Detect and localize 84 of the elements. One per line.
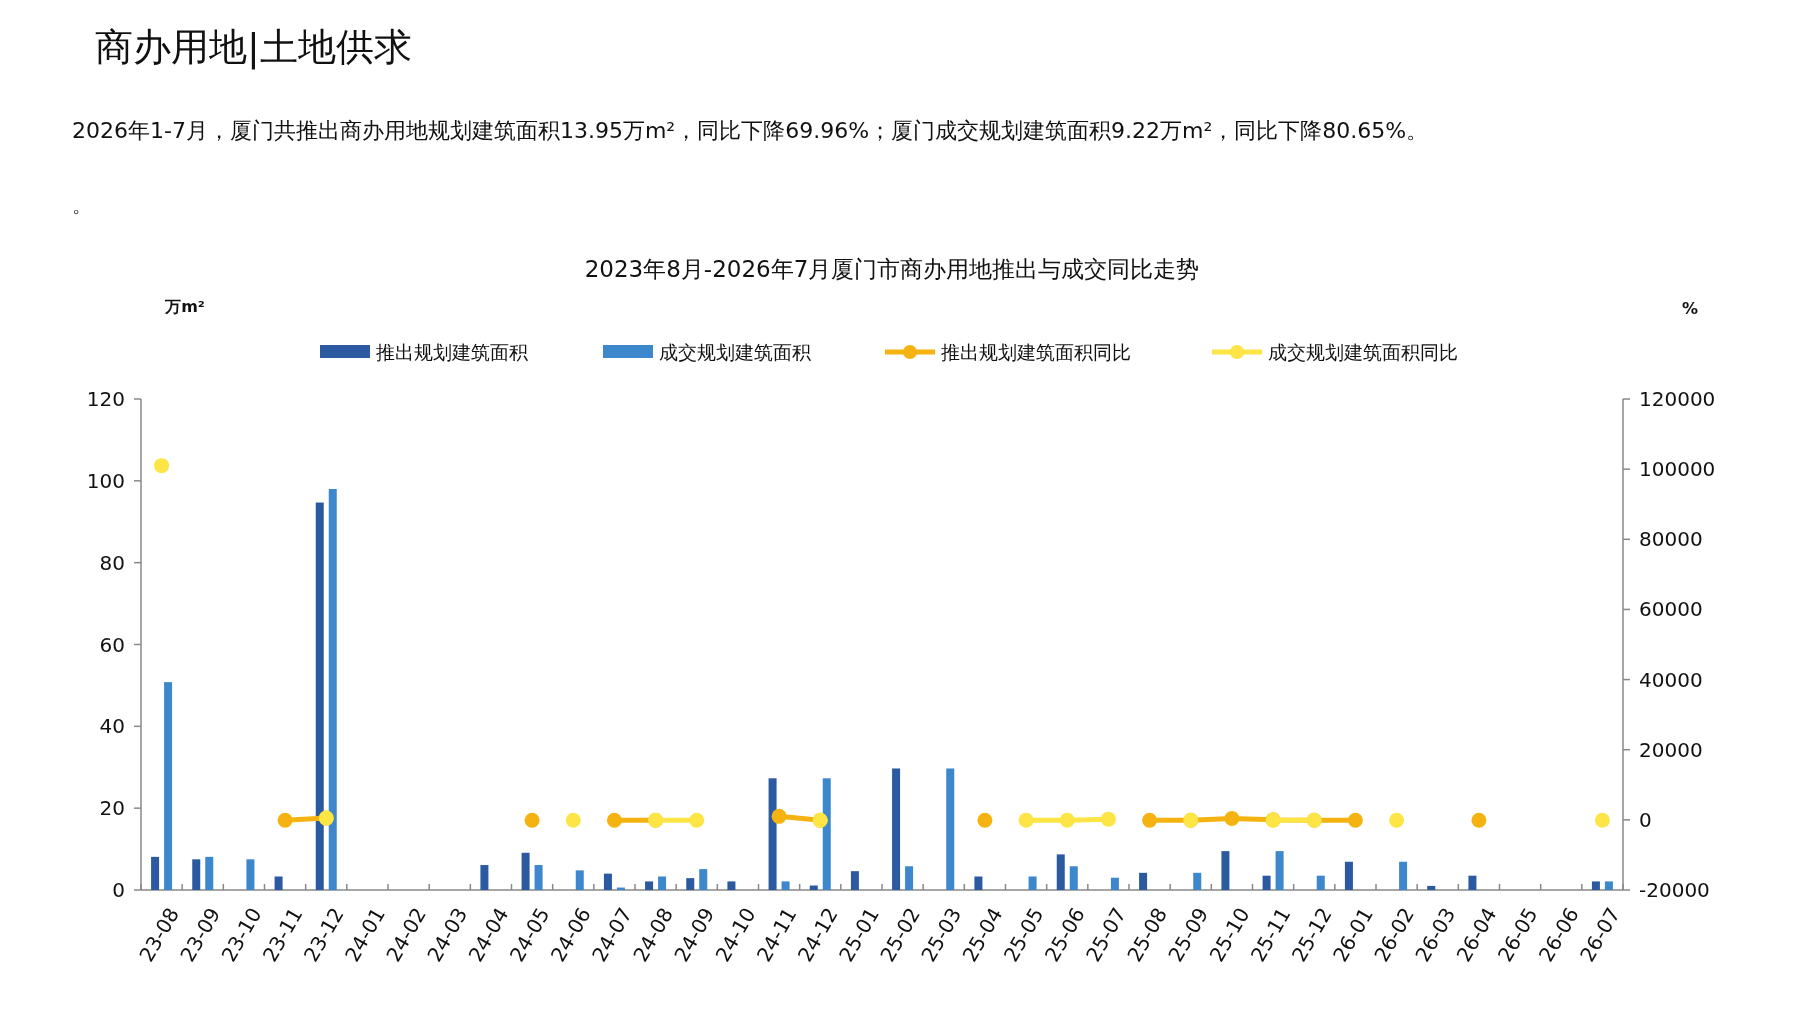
y-tick-label: 0 — [112, 878, 125, 902]
bar — [809, 885, 818, 890]
point — [1471, 812, 1487, 828]
bar — [1221, 851, 1230, 890]
bar — [658, 876, 667, 890]
point — [1347, 812, 1363, 828]
point — [524, 812, 540, 828]
legend-label: 推出规划建筑面积同比 — [941, 341, 1131, 363]
bar — [1604, 881, 1613, 890]
bar — [603, 873, 612, 890]
legend-label: 成交规划建筑面积同比 — [1268, 341, 1458, 363]
point — [1224, 810, 1240, 826]
bar — [699, 869, 708, 890]
bar — [1056, 854, 1065, 890]
y2-tick-label: -20000 — [1639, 878, 1710, 902]
bar — [1069, 866, 1078, 890]
point — [277, 812, 293, 828]
bar — [192, 859, 201, 890]
bar — [480, 865, 489, 890]
point — [771, 808, 787, 824]
bar — [1275, 851, 1284, 890]
bar — [1139, 872, 1148, 890]
point — [689, 812, 705, 828]
point — [1389, 812, 1405, 828]
y-tick-label: 120 — [86, 387, 125, 411]
bar — [1262, 875, 1271, 890]
bar — [946, 768, 955, 890]
bar — [686, 878, 695, 890]
y-tick-label: 100 — [86, 468, 125, 493]
bar — [151, 856, 160, 890]
text: 2026年1-7月，厦门共推出商办用地规划建筑面积13.95万m²，同比下降69.96%；厦门成交规划建筑面积9.22万m²，同比下降80.65%。 — [72, 118, 1429, 143]
y-axis-title: 万m² — [164, 297, 205, 316]
legend-label: 成交规划建筑面积 — [659, 341, 811, 363]
bar — [521, 852, 530, 890]
bar — [534, 865, 543, 890]
y2-tick-label: 20000 — [1639, 737, 1703, 762]
y2-tick-label: 80000 — [1639, 527, 1703, 552]
bar — [1316, 875, 1325, 890]
point — [1018, 812, 1034, 828]
bar — [781, 881, 790, 890]
point — [1059, 812, 1075, 828]
bar — [575, 870, 584, 890]
point — [606, 812, 622, 828]
point — [154, 458, 170, 474]
point — [1100, 811, 1116, 827]
y2-tick-label: 100000 — [1639, 457, 1716, 482]
y-tick-label: 20 — [99, 796, 125, 821]
bar — [768, 778, 777, 890]
legend-label: 推出规划建筑面积 — [376, 341, 528, 363]
bar — [1193, 872, 1202, 890]
bar — [645, 881, 654, 890]
y2-tick-label: 60000 — [1639, 597, 1703, 622]
bar — [205, 856, 214, 890]
text: 商办用地|土地供求 — [95, 25, 412, 70]
bar — [727, 881, 736, 890]
bar — [1110, 877, 1119, 890]
y-tick-label: 60 — [99, 632, 125, 657]
bar — [905, 866, 914, 890]
bar — [1427, 885, 1436, 890]
chart-title: 2023年8月-2026年7月厦门市商办用地推出与成交同比走势 — [584, 256, 1200, 282]
bar — [1028, 876, 1037, 890]
y-tick-label: 80 — [99, 550, 125, 575]
y2-tick-label: 40000 — [1639, 667, 1703, 692]
y2-tick-label: 0 — [1639, 807, 1652, 832]
bar — [1399, 861, 1408, 890]
point — [1142, 812, 1158, 828]
point — [977, 812, 993, 828]
bar — [892, 768, 901, 890]
bar — [328, 489, 337, 890]
text: 。 — [72, 193, 92, 217]
y2-axis-title: % — [1681, 299, 1699, 318]
bar — [1468, 875, 1477, 890]
bar — [164, 682, 173, 890]
bar — [1591, 881, 1600, 890]
bar — [974, 876, 983, 890]
bar — [1344, 861, 1353, 890]
bar — [850, 871, 859, 890]
bar — [274, 876, 283, 890]
point — [565, 812, 581, 828]
y2-tick-label: 120000 — [1639, 387, 1716, 411]
bar — [246, 859, 255, 890]
bar — [822, 778, 831, 890]
y-tick-label: 40 — [99, 714, 125, 739]
point — [1594, 812, 1610, 828]
